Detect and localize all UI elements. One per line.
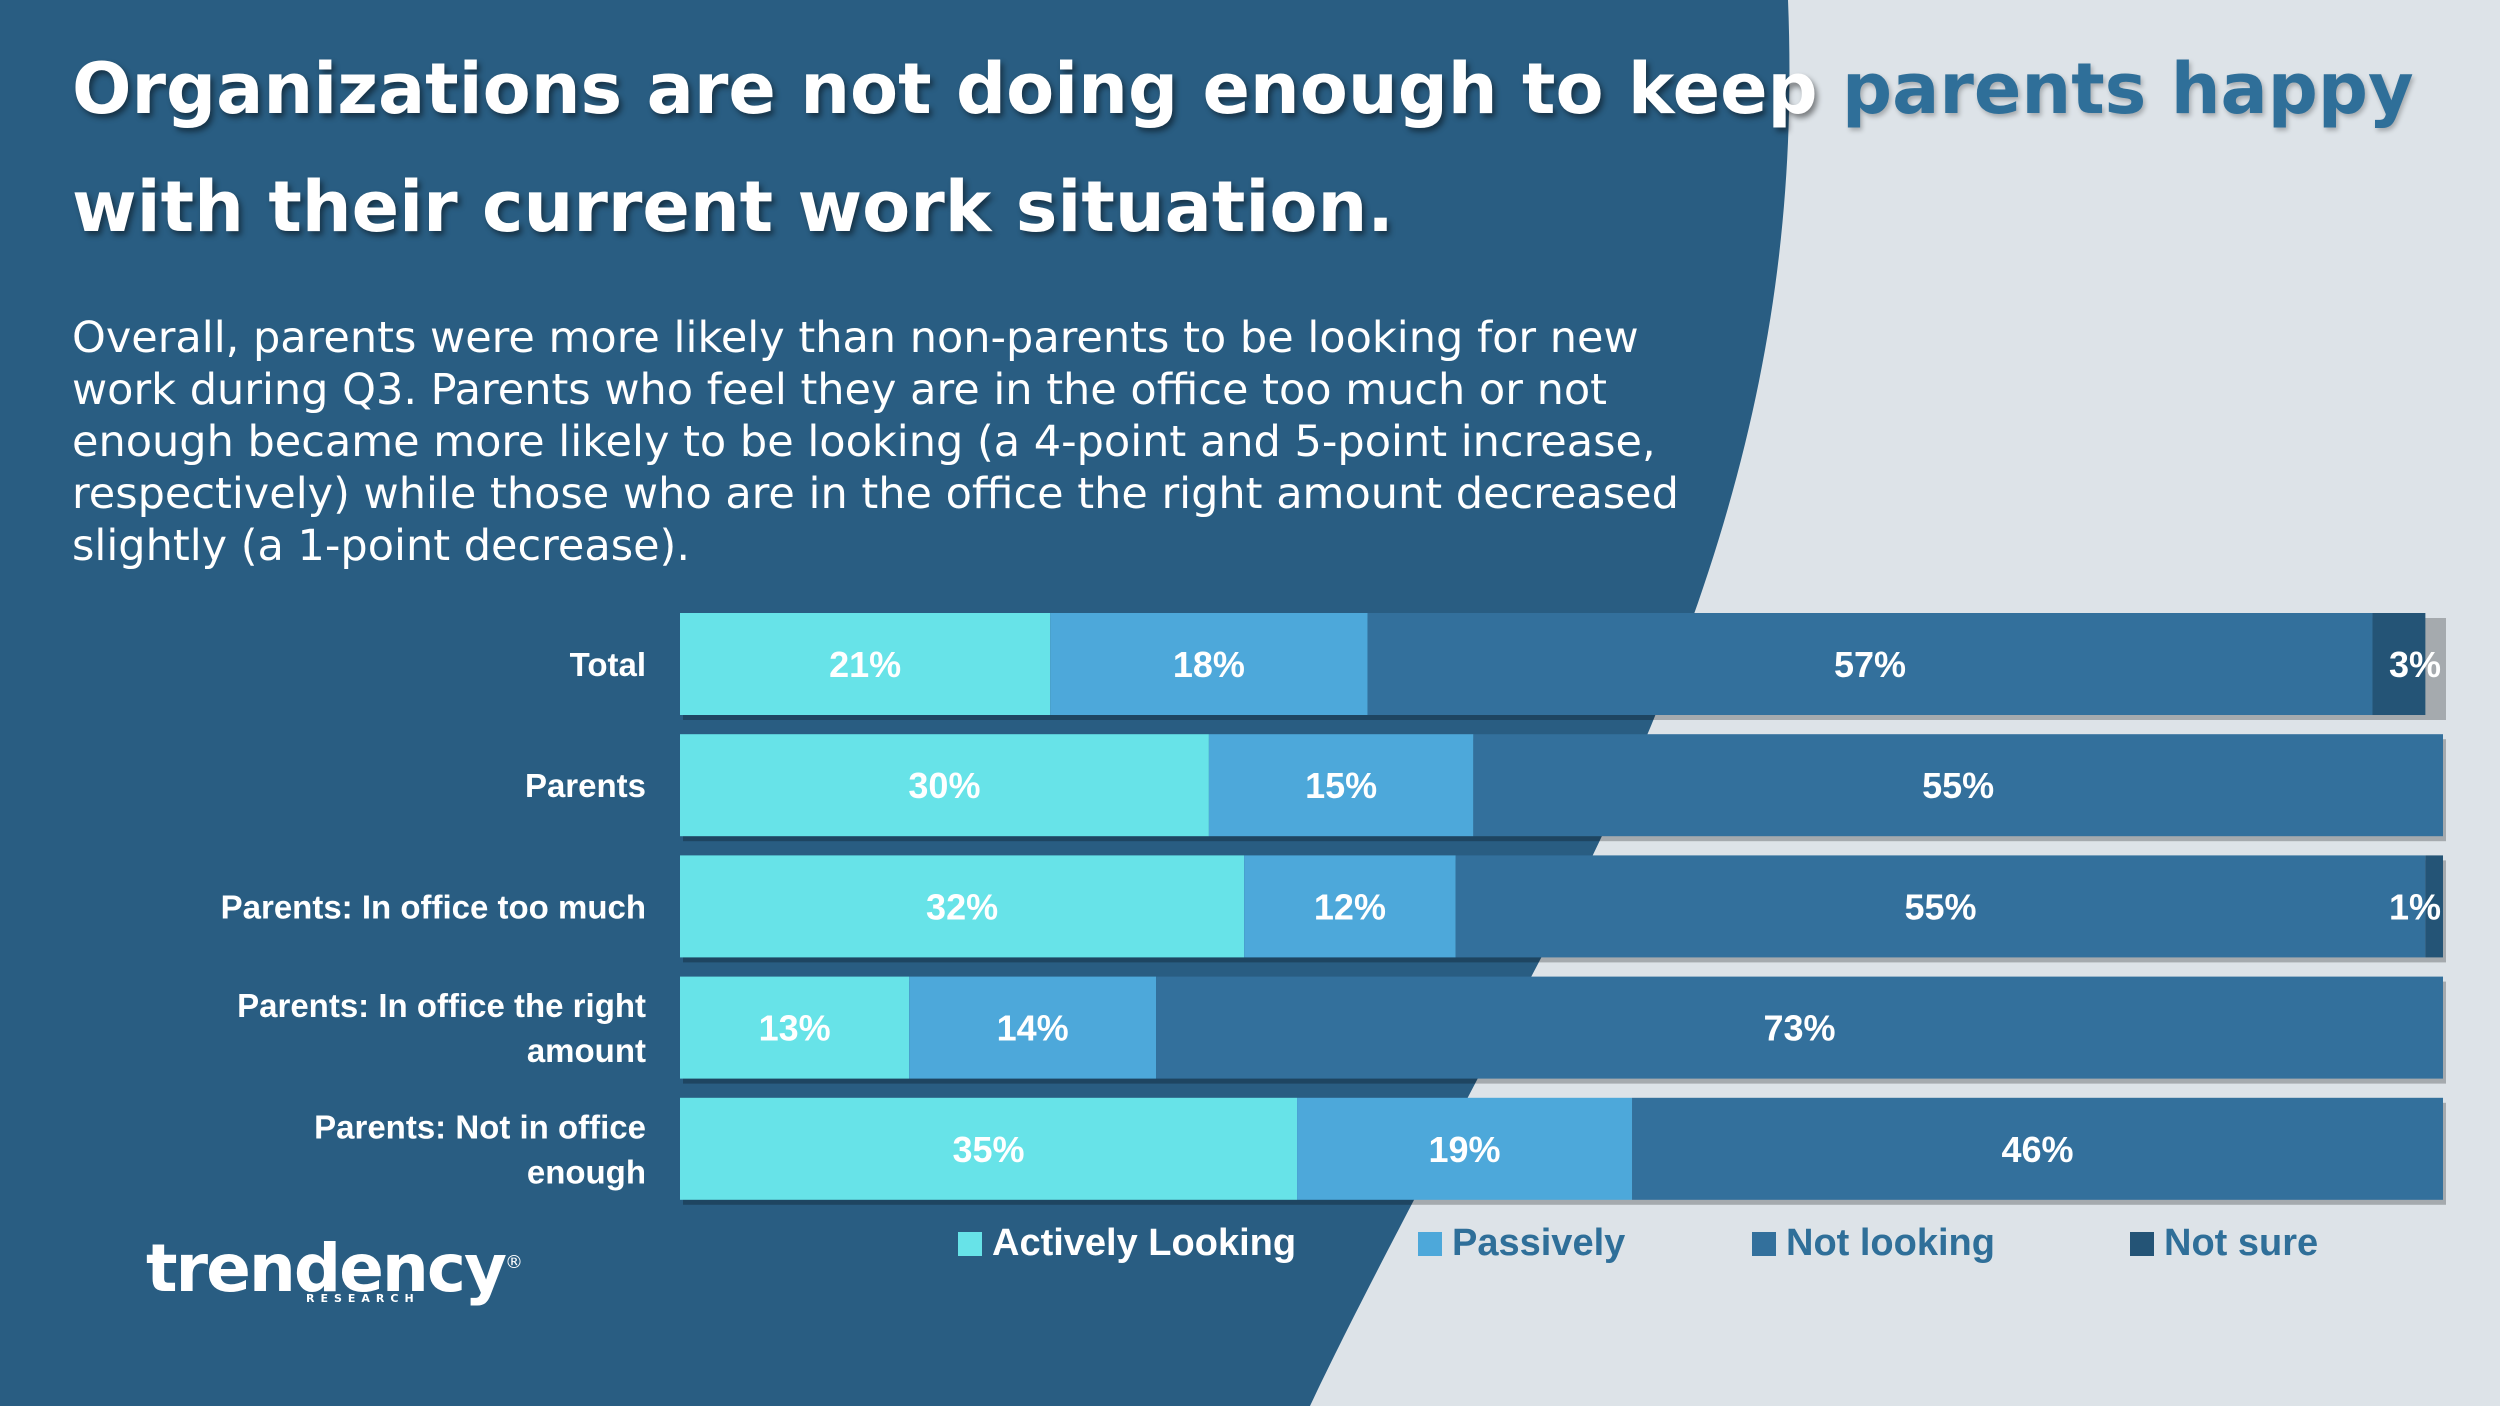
bar-segment	[680, 1097, 1298, 1200]
bar-segment	[1367, 613, 2373, 715]
bar-row: Parents: In office the right amount 13% 14%…	[237, 976, 2446, 1084]
data-label: 55%	[1922, 765, 1994, 806]
legend-swatch-not-sure	[2130, 1231, 2154, 1256]
bar-segment	[2425, 855, 2443, 958]
category-label: Parents	[525, 767, 646, 804]
title-part2: with their current work situation.	[72, 166, 1394, 248]
bar-segment	[1244, 855, 1456, 958]
category-label: Parents: In office too much	[221, 888, 646, 925]
bar-segment	[1632, 1097, 2443, 1200]
legend-swatch-actively-looking	[958, 1231, 982, 1256]
chart-legend: Actively Looking Passively Not looking N…	[0, 1222, 2500, 1272]
legend-swatch-passively	[1418, 1231, 1442, 1256]
bar-segment	[680, 613, 1051, 715]
data-label: 46%	[2001, 1129, 2073, 1170]
category-label: Total	[570, 646, 646, 683]
data-label: 3%	[2389, 644, 2441, 685]
data-label: 12%	[1314, 886, 1386, 927]
legend-swatch-not-looking	[1752, 1231, 1776, 1256]
page-subtitle: Overall, parents were more likely than n…	[72, 313, 1679, 571]
trendency-logo: trendency® RESEARCH	[146, 1228, 523, 1308]
legend-label-passively: Passively	[1452, 1222, 1626, 1264]
legend-label-not-sure: Not sure	[2164, 1222, 2319, 1264]
stacked-bar-chart: Total 21% 18% 57% 3%Parents 30% 15% 55%Parents:…	[221, 613, 2446, 1205]
legend-item-passively: Passively	[1418, 1222, 1625, 1265]
bar-segment	[1455, 855, 2426, 958]
data-label: 35%	[952, 1129, 1024, 1170]
data-label: 14%	[997, 1008, 1069, 1049]
bar-segment	[2372, 613, 2426, 715]
legend-item-actively-looking: Actively Looking	[958, 1222, 1296, 1265]
category-label: Parents: Not in office enough	[314, 1108, 646, 1190]
category-label: Parents: In office the right amount	[237, 987, 646, 1069]
bar-segment	[680, 734, 1209, 837]
logo-subtitle: RESEARCH	[306, 1292, 420, 1305]
bar-segment	[1156, 976, 2443, 1079]
title-accent: parents happy	[1842, 48, 2414, 130]
bar-segment	[1208, 734, 1474, 837]
legend-item-not-looking: Not looking	[1752, 1222, 1995, 1265]
data-label: 21%	[829, 644, 901, 685]
bar-segment	[909, 976, 1157, 1079]
data-label: 18%	[1173, 644, 1245, 685]
legend-item-not-sure: Not sure	[2130, 1222, 2318, 1265]
data-label: 15%	[1305, 765, 1377, 806]
bar-segment	[1050, 613, 1368, 715]
data-label: 32%	[926, 886, 998, 927]
data-label: 30%	[908, 765, 980, 806]
page-title: Organizations are not doing enough to ke…	[72, 30, 2452, 266]
bar-segment	[680, 855, 1245, 958]
bar-row: Parents: In office too much 32% 12% 55% 1%	[221, 855, 2446, 963]
title-part1: Organizations are not doing enough to ke…	[72, 48, 1843, 130]
data-label: 73%	[1763, 1008, 1835, 1049]
bar-segment	[680, 976, 910, 1079]
data-label: 19%	[1429, 1129, 1501, 1170]
bar-row: Parents: Not in office enough 35% 19% 46%	[314, 1097, 2446, 1205]
bar-segment	[1473, 734, 2443, 837]
bar-segment	[1297, 1097, 1633, 1200]
bar-row: Total 21% 18% 57% 3%	[570, 613, 2446, 720]
data-label: 13%	[759, 1008, 831, 1049]
logo-wordmark: trendency®	[146, 1230, 523, 1307]
data-label: 1%	[2389, 886, 2441, 927]
data-label: 55%	[1905, 886, 1977, 927]
data-label: 57%	[1834, 644, 1906, 685]
legend-label-actively-looking: Actively Looking	[992, 1222, 1297, 1264]
bar-row: Parents 30% 15% 55%	[525, 734, 2446, 842]
legend-label-not-looking: Not looking	[1786, 1222, 1995, 1264]
